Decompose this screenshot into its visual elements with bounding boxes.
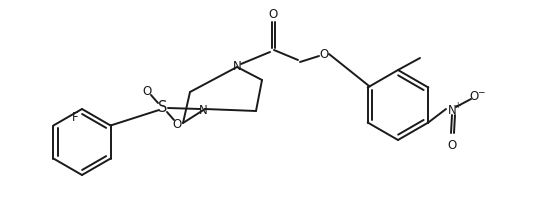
Text: S: S xyxy=(158,99,168,114)
Text: O: O xyxy=(172,118,182,131)
Text: −: − xyxy=(477,87,485,97)
Text: F: F xyxy=(72,111,79,124)
Text: N: N xyxy=(448,104,456,116)
Text: O: O xyxy=(268,9,278,22)
Text: O: O xyxy=(143,85,152,97)
Text: O: O xyxy=(469,90,479,102)
Text: N: N xyxy=(199,104,207,116)
Text: N: N xyxy=(232,60,242,73)
Text: O: O xyxy=(448,138,457,152)
Text: O: O xyxy=(320,48,329,61)
Text: +: + xyxy=(454,100,460,109)
